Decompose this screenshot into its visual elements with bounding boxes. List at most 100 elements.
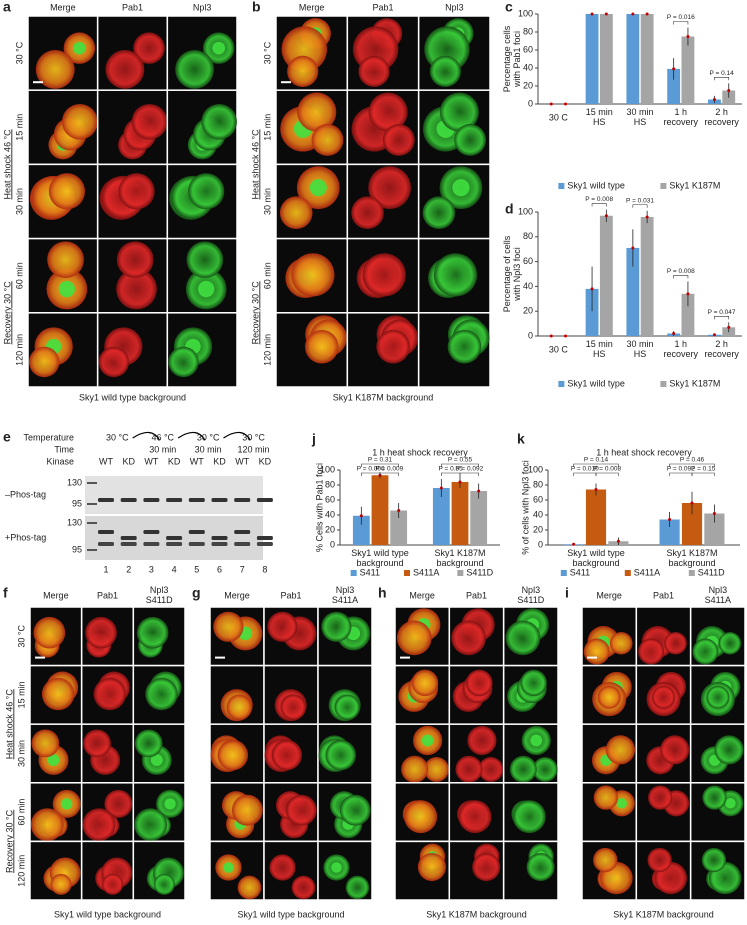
data-point	[712, 512, 716, 515]
p-value: P = 0.31	[368, 457, 393, 464]
p-value: P = 0.047	[708, 309, 736, 316]
column-header: Npl3 S411D	[146, 585, 173, 605]
cell-body	[267, 611, 298, 642]
marker: 130	[67, 517, 82, 527]
row-label: 60 min	[16, 799, 26, 826]
data-point	[604, 214, 608, 218]
panel-letter: f	[3, 585, 8, 601]
legend-label: S411D	[466, 567, 493, 577]
cell-body	[217, 739, 249, 771]
blot-membrane	[85, 476, 263, 514]
cell-body	[652, 685, 676, 709]
caption: Sky1 wild type background	[237, 909, 344, 919]
cell-body	[201, 103, 237, 140]
x-tick-label: 30 C	[549, 112, 569, 122]
x-tick-label: 30 min HS	[626, 339, 653, 359]
cell-body	[467, 725, 497, 756]
data-point	[397, 509, 401, 512]
cell-body	[429, 55, 461, 87]
data-point	[712, 333, 716, 337]
p-value: P = 0.008	[585, 196, 613, 203]
data-point	[645, 215, 649, 219]
group-label: Heat shock 46 °C	[250, 129, 260, 200]
bar	[626, 247, 640, 336]
column-header: Npl3 S411A	[705, 585, 731, 605]
significance-bracket	[673, 21, 689, 25]
bar	[352, 515, 370, 545]
cell-body	[718, 631, 742, 655]
cell-body	[213, 611, 244, 642]
cell-body	[458, 800, 492, 834]
data-point	[594, 488, 598, 491]
nucleus	[452, 179, 470, 197]
cell-body	[396, 620, 432, 656]
legend-label: S411A	[413, 567, 439, 577]
lane-number: 8	[262, 564, 267, 574]
cell-body	[466, 669, 493, 697]
lane-number: 5	[194, 564, 199, 574]
chart-title: 1 h heat shock recovery	[596, 447, 692, 457]
cell-body	[509, 755, 537, 783]
kinase: KD	[168, 456, 181, 466]
row-label: 60 min	[262, 262, 272, 289]
data-point	[686, 292, 690, 296]
cell-body	[512, 800, 546, 834]
y-axis-label: % Cells with Pab1 foci	[314, 463, 324, 552]
cell-body	[134, 729, 163, 758]
row-label: 60 min	[14, 262, 24, 289]
significance-bracket	[361, 463, 399, 467]
x-tick-label: 1 h recovery	[664, 339, 699, 359]
cell-body	[83, 729, 111, 758]
data-point	[458, 480, 462, 484]
ladder-band	[87, 482, 97, 484]
legend-swatch	[560, 570, 567, 576]
band	[98, 530, 114, 534]
y-axis-label: % of cells with Npl3 foci	[520, 460, 530, 555]
column-header: Pab1	[280, 590, 301, 600]
nucleus	[73, 41, 86, 55]
band	[211, 542, 228, 546]
cell-body	[411, 669, 439, 697]
column-header: Merge	[299, 2, 325, 12]
column-header: Merge	[43, 590, 69, 600]
cell-body	[118, 173, 155, 210]
cell-body	[660, 735, 690, 765]
cell-body	[105, 49, 145, 89]
row-label: Temperature	[23, 432, 74, 442]
row-label: 30 min	[262, 188, 272, 215]
data-point	[672, 67, 676, 71]
kinase: WT	[190, 456, 204, 466]
cell-body	[304, 329, 339, 364]
bar	[432, 488, 450, 545]
cell-body	[321, 611, 352, 642]
cell-body	[422, 196, 456, 230]
cell-body	[701, 847, 727, 873]
cell-body	[532, 757, 558, 782]
band	[143, 530, 160, 534]
cell-body	[325, 739, 357, 771]
band	[188, 530, 205, 534]
nucleus	[725, 798, 736, 809]
data-point	[564, 334, 568, 338]
cell-body	[28, 346, 60, 378]
kinase: KD	[122, 456, 135, 466]
y-tick-label: 0	[528, 330, 533, 340]
chart-title: 1 h heat shock recovery	[372, 447, 468, 457]
y-tick-label: 100	[518, 206, 533, 216]
bar	[599, 215, 613, 336]
band	[234, 542, 251, 546]
significance-bracket	[441, 472, 461, 476]
legend-swatch	[558, 183, 565, 189]
p-value: P = 0.14	[584, 457, 609, 464]
arrow	[177, 431, 206, 441]
cell-body	[401, 755, 429, 783]
y-tick-label: 80	[523, 231, 533, 241]
column-header: Npl3	[445, 2, 464, 12]
column-header: Merge	[224, 590, 250, 600]
cell-body	[451, 620, 486, 656]
significance-bracket	[669, 472, 693, 476]
row-label: Time	[54, 444, 74, 454]
temperature: 30 °C	[242, 432, 265, 442]
cell-body	[439, 92, 479, 132]
p-value: P = 0.016	[667, 14, 695, 21]
